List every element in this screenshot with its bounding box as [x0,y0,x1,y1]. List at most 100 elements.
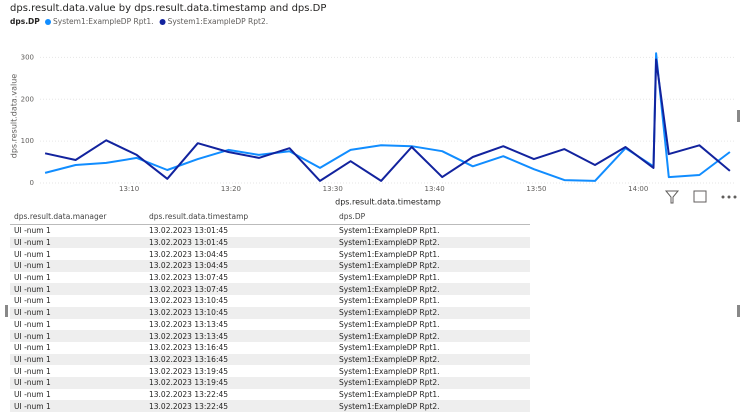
legend-label: System1:ExampleDP Rpt2. [168,17,269,26]
table-cell: UI -num 1 [14,308,51,318]
table-row: UI -num 1 13.02.2023 13:07:45 System1:Exam… [10,272,530,284]
table-row: UI -num 1 13.02.2023 13:22:45 System1:Exam… [10,400,530,412]
table-cell: System1:ExampleDP Rpt2. [339,401,440,411]
focus-icon[interactable] [693,190,707,203]
chart-title: dps.result.data.value by dps.result.data… [10,3,326,14]
more-icon[interactable] [733,195,737,199]
table-cell: System1:ExampleDP Rpt1. [339,296,440,306]
table-cell: 13.02.2023 13:22:45 [149,389,229,399]
table-cell: System1:ExampleDP Rpt2. [339,238,440,248]
table-cell: 13.02.2023 13:04:45 [149,249,229,259]
table-row: UI -num 1 13.02.2023 13:01:45 System1:Exam… [10,225,530,237]
table-row: UI -num 1 13.02.2023 13:10:45 System1:Exam… [10,295,530,307]
y-axis-label: dps.result.data.value [10,74,19,159]
x-tick-label: 13:40 [425,185,445,193]
table-cell: UI -num 1 [14,389,51,399]
table-cell: 13.02.2023 13:10:45 [149,308,229,318]
table-cell: UI -num 1 [14,249,51,259]
column-header[interactable]: dps.DP [339,211,366,221]
table-cell: System1:ExampleDP Rpt1. [339,343,440,353]
line-series [44,52,731,182]
table-cell: UI -num 1 [14,354,51,364]
table-cell: System1:ExampleDP Rpt1. [339,389,440,399]
legend-label: System1:ExampleDP Rpt1. [53,17,154,26]
table-cell: 13.02.2023 13:16:45 [149,343,229,353]
column-header[interactable]: dps.result.data.manager [14,211,107,221]
table-cell: System1:ExampleDP Rpt2. [339,261,440,271]
legend-title: dps.DP [10,17,40,26]
x-axis-label: dps.result.data.timestamp [335,198,441,207]
table-cell: UI -num 1 [14,331,51,341]
visual-icons[interactable] [664,190,737,204]
table: dps.result.data.manager dps.result.data.… [10,208,530,412]
line-series [44,58,731,182]
chart: dps.result.data.value by dps.result.data… [10,3,740,207]
table-row: UI -num 1 13.02.2023 13:22:45 System1:Exam… [10,389,530,401]
more-icon[interactable] [727,195,731,199]
table-row: UI -num 1 13.02.2023 13:19:45 System1:Exam… [10,365,530,377]
x-tick-label: 13:10 [119,185,139,193]
table-cell: 13.02.2023 13:01:45 [149,226,229,236]
table-cell: System1:ExampleDP Rpt1. [339,273,440,283]
table-cell: System1:ExampleDP Rpt1. [339,366,440,376]
table-cell: 13.02.2023 13:04:45 [149,261,229,271]
table-cell: 13.02.2023 13:07:45 [149,284,229,294]
table-cell: System1:ExampleDP Rpt2. [339,284,440,294]
table-row: UI -num 1 13.02.2023 13:07:45 System1:Exam… [10,283,530,296]
table-cell: 13.02.2023 13:16:45 [149,354,229,364]
x-tick-label: 13:30 [323,185,343,193]
resize-handle[interactable] [737,110,740,122]
x-tick-label: 13:20 [221,185,241,193]
table-cell: System1:ExampleDP Rpt2. [339,378,440,388]
y-tick-label: 0 [30,179,34,187]
table-row: UI -num 1 13.02.2023 13:19:45 System1:Exam… [10,376,530,389]
resize-handle[interactable] [5,305,8,317]
table-cell: System1:ExampleDP Rpt2. [339,331,440,341]
table-row: UI -num 1 13.02.2023 13:16:45 System1:Exam… [10,342,530,354]
table-cell: UI -num 1 [14,261,51,271]
table-cell: UI -num 1 [14,238,51,248]
table-cell: UI -num 1 [14,378,51,388]
table-cell: 13.02.2023 13:19:45 [149,366,229,376]
x-tick-label: 14:00 [628,185,648,193]
x-tick-label: 13:50 [526,185,546,193]
table-row: UI -num 1 13.02.2023 13:13:45 System1:Exam… [10,330,530,342]
table-cell: 13.02.2023 13:10:45 [149,296,229,306]
table-cell: 13.02.2023 13:13:45 [149,319,229,329]
column-header[interactable]: dps.result.data.timestamp [149,211,249,221]
table-row: UI -num 1 13.02.2023 13:04:45 System1:Exam… [10,248,530,260]
table-cell: UI -num 1 [14,366,51,376]
table-cell: UI -num 1 [14,401,51,411]
more-icon[interactable] [721,195,725,199]
resize-handle[interactable] [737,305,740,317]
filter-icon[interactable] [664,190,680,204]
table-header: dps.result.data.manager dps.result.data.… [10,208,530,225]
table-row: UI -num 1 13.02.2023 13:13:45 System1:Exam… [10,319,530,331]
table-cell: System1:ExampleDP Rpt1. [339,226,440,236]
table-cell: UI -num 1 [14,226,51,236]
legend-marker [159,19,166,25]
table-cell: 13.02.2023 13:01:45 [149,238,229,248]
y-tick-label: 100 [21,137,34,145]
table-cell: UI -num 1 [14,296,51,306]
table-cell: System1:ExampleDP Rpt2. [339,308,440,318]
table-row: UI -num 1 13.02.2023 13:16:45 System1:Exam… [10,353,530,366]
table-cell: System1:ExampleDP Rpt1. [339,249,440,259]
table-cell: 13.02.2023 13:19:45 [149,378,229,388]
y-tick-label: 300 [21,53,34,61]
table-cell: 13.02.2023 13:22:45 [149,401,229,411]
y-tick-label: 200 [21,95,34,103]
table-cell: 13.02.2023 13:07:45 [149,273,229,283]
table-cell: UI -num 1 [14,319,51,329]
legend-marker [45,19,51,25]
table-cell: System1:ExampleDP Rpt2. [339,354,440,364]
table-row: UI -num 1 13.02.2023 13:10:45 System1:Exam… [10,306,530,319]
table-row: UI -num 1 13.02.2023 13:01:45 System1:Exam… [10,236,530,249]
table-row: UI -num 1 13.02.2023 13:04:45 System1:Exam… [10,260,530,272]
table-cell: UI -num 1 [14,273,51,283]
table-cell: UI -num 1 [14,343,51,353]
table-cell: 13.02.2023 13:13:45 [149,331,229,341]
table-cell: System1:ExampleDP Rpt1. [339,319,440,329]
table-cell: UI -num 1 [14,284,51,294]
